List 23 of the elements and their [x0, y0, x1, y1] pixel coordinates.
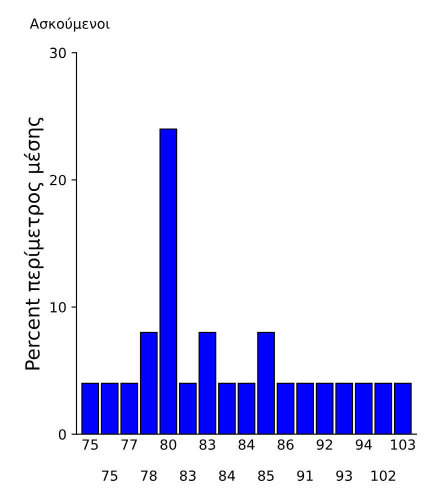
y-tick-label: 20 [50, 174, 66, 186]
x-tick-label: 83 [200, 439, 216, 450]
x-tick-label: 103 [391, 439, 415, 450]
y-tick-label: 0 [58, 429, 66, 440]
x-tick-label: 85 [258, 470, 274, 481]
x-tick-label: 93 [336, 470, 352, 481]
y-axis-title: Percent περίμετρος μέσης [24, 117, 44, 370]
x-tick-label: 77 [122, 440, 137, 450]
x-tick-label: 80 [160, 439, 176, 450]
x-tick-label: 91 [297, 470, 313, 481]
x-tick-label: 86 [278, 439, 294, 450]
x-tick-label: 92 [316, 439, 332, 450]
x-tick-label: 75 [102, 470, 118, 481]
x-tick-label: 75 [82, 440, 98, 450]
y-tick-label: 10 [50, 302, 66, 313]
x-tick-label: 84 [219, 470, 236, 481]
x-tick-label: 94 [356, 439, 372, 450]
y-tick-label: 30 [50, 48, 66, 58]
x-tick-label: 102 [372, 470, 396, 481]
chart-title: Ασκούμενοι [30, 18, 110, 32]
x-tick-label: 78 [141, 470, 157, 481]
x-tick-label: 83 [180, 470, 196, 481]
x-tick-label: 84 [238, 439, 255, 450]
